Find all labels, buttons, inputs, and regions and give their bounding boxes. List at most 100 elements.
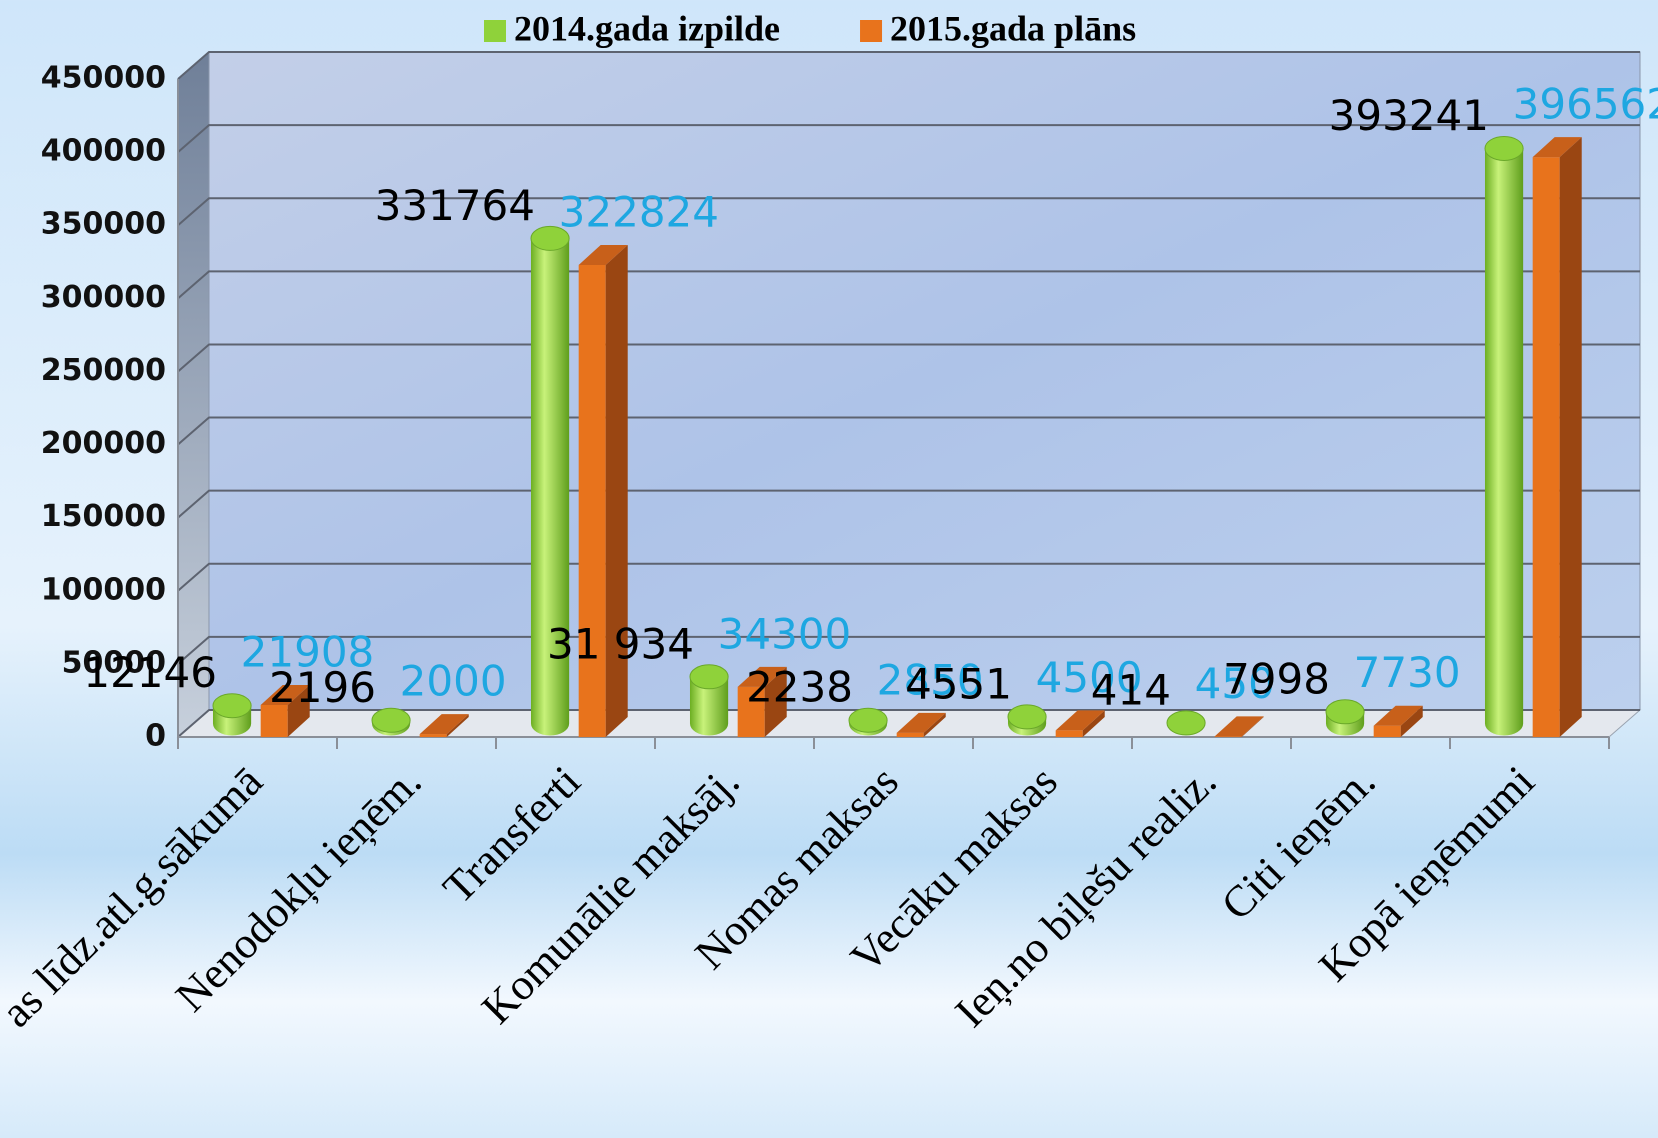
- y-tick-label: 250000: [41, 353, 166, 388]
- bar: [578, 244, 628, 737]
- y-tick-label: 450000: [41, 61, 166, 96]
- data-label: 21908: [241, 627, 375, 676]
- data-label: 2000: [400, 657, 507, 706]
- bar: [737, 666, 787, 737]
- bar: [848, 707, 888, 736]
- bar-side: [764, 666, 787, 737]
- legend: 2014.gada izpilde 2015.gada plāns: [484, 8, 1136, 48]
- grid-line: [177, 124, 1640, 153]
- bar-front: [578, 264, 606, 737]
- bar-side: [605, 244, 628, 737]
- bar-front: [419, 734, 447, 737]
- bar-front: [896, 732, 924, 737]
- data-label: 31 934: [547, 619, 694, 668]
- legend-swatch: [860, 20, 883, 42]
- bar-side: [1241, 716, 1264, 737]
- y-tick-label: 350000: [41, 207, 166, 242]
- data-label: 322824: [559, 187, 719, 236]
- y-tick-label: 200000: [41, 426, 166, 461]
- legend-swatch: [484, 20, 506, 42]
- data-label: 7730: [1354, 648, 1461, 697]
- bar: [1484, 135, 1524, 736]
- data-label: 7998: [1223, 654, 1330, 703]
- data-label: 450: [1195, 659, 1275, 708]
- bar-top: [530, 225, 570, 251]
- y-tick-label: 400000: [41, 134, 166, 169]
- data-label: 396562: [1513, 80, 1658, 129]
- bar: [1166, 710, 1206, 736]
- side-wall: [177, 50, 210, 739]
- bar-top: [1532, 137, 1582, 158]
- x-tick-label: Ieņ.no biļešu realiz.: [946, 757, 1226, 1037]
- bar: [689, 664, 729, 736]
- bar-side: [1400, 705, 1423, 737]
- bar: [530, 225, 570, 736]
- bar-top: [371, 707, 411, 733]
- bar: [896, 712, 946, 737]
- x-tick-label: Transferti: [433, 757, 589, 913]
- grid-line: [177, 416, 1640, 446]
- bar-side: [1082, 710, 1105, 737]
- x-tick-label: as līdz.atl.g.sākumā: [0, 757, 272, 1037]
- bar: [1373, 705, 1423, 737]
- data-label: 34300: [718, 609, 852, 658]
- bar-side: [923, 712, 946, 737]
- y-tick-label: 150000: [41, 499, 166, 534]
- bar: [260, 684, 310, 737]
- bar-top: [896, 712, 946, 733]
- grid-line: [177, 562, 1640, 592]
- legend-label: 2014.gada izpilde: [514, 8, 780, 48]
- data-label: 4551: [905, 659, 1012, 708]
- bar-body: [1484, 148, 1524, 736]
- bar: [1325, 699, 1365, 736]
- bar-top: [1055, 710, 1105, 731]
- grid-line: [177, 51, 1640, 80]
- bar-top: [1373, 705, 1423, 726]
- y-tick-label: 0: [145, 719, 166, 754]
- data-label: 12146: [83, 648, 217, 697]
- data-label: 331764: [375, 181, 535, 230]
- data-label: 414: [1091, 665, 1171, 714]
- bar-top: [737, 666, 787, 687]
- grid-line: [177, 197, 1640, 226]
- bar-side: [287, 684, 310, 737]
- bar-front: [1055, 730, 1083, 737]
- y-tick-label: 50000: [62, 645, 166, 680]
- bar: [419, 714, 469, 737]
- grid-line: [177, 343, 1640, 373]
- bar-top: [1166, 710, 1206, 736]
- bar: [1055, 710, 1105, 737]
- bar-front: [1214, 736, 1242, 737]
- bar: [1214, 716, 1264, 737]
- grid-line: [177, 270, 1640, 300]
- bar-body: [530, 238, 570, 736]
- bar: [1007, 704, 1047, 736]
- bar-top: [1484, 135, 1524, 161]
- bar: [212, 693, 252, 736]
- x-tick-label: Citi ieņēm.: [1212, 757, 1385, 930]
- bar-top: [848, 707, 888, 733]
- bar-top: [212, 693, 252, 719]
- bar-front: [1532, 157, 1560, 737]
- grid-line: [177, 635, 1640, 665]
- bar-top: [419, 714, 469, 735]
- bar-top: [578, 244, 628, 265]
- legend-label: 2015.gada plāns: [890, 8, 1136, 48]
- bar-top: [689, 664, 729, 690]
- bar-body: [689, 676, 729, 736]
- bar-top: [1325, 699, 1365, 725]
- data-label: 4500: [1036, 653, 1143, 702]
- back-wall: [208, 51, 1641, 711]
- bar-front: [1373, 725, 1401, 737]
- bar: [1532, 137, 1582, 737]
- data-label: 2196: [269, 663, 376, 712]
- y-tick-label: 100000: [41, 572, 166, 607]
- bar-front: [737, 686, 765, 737]
- bar-top: [1214, 716, 1264, 737]
- bar-side: [1559, 137, 1582, 737]
- bar-top: [1007, 704, 1047, 730]
- data-label: 2850: [877, 655, 984, 704]
- data-label: 393241: [1329, 91, 1489, 140]
